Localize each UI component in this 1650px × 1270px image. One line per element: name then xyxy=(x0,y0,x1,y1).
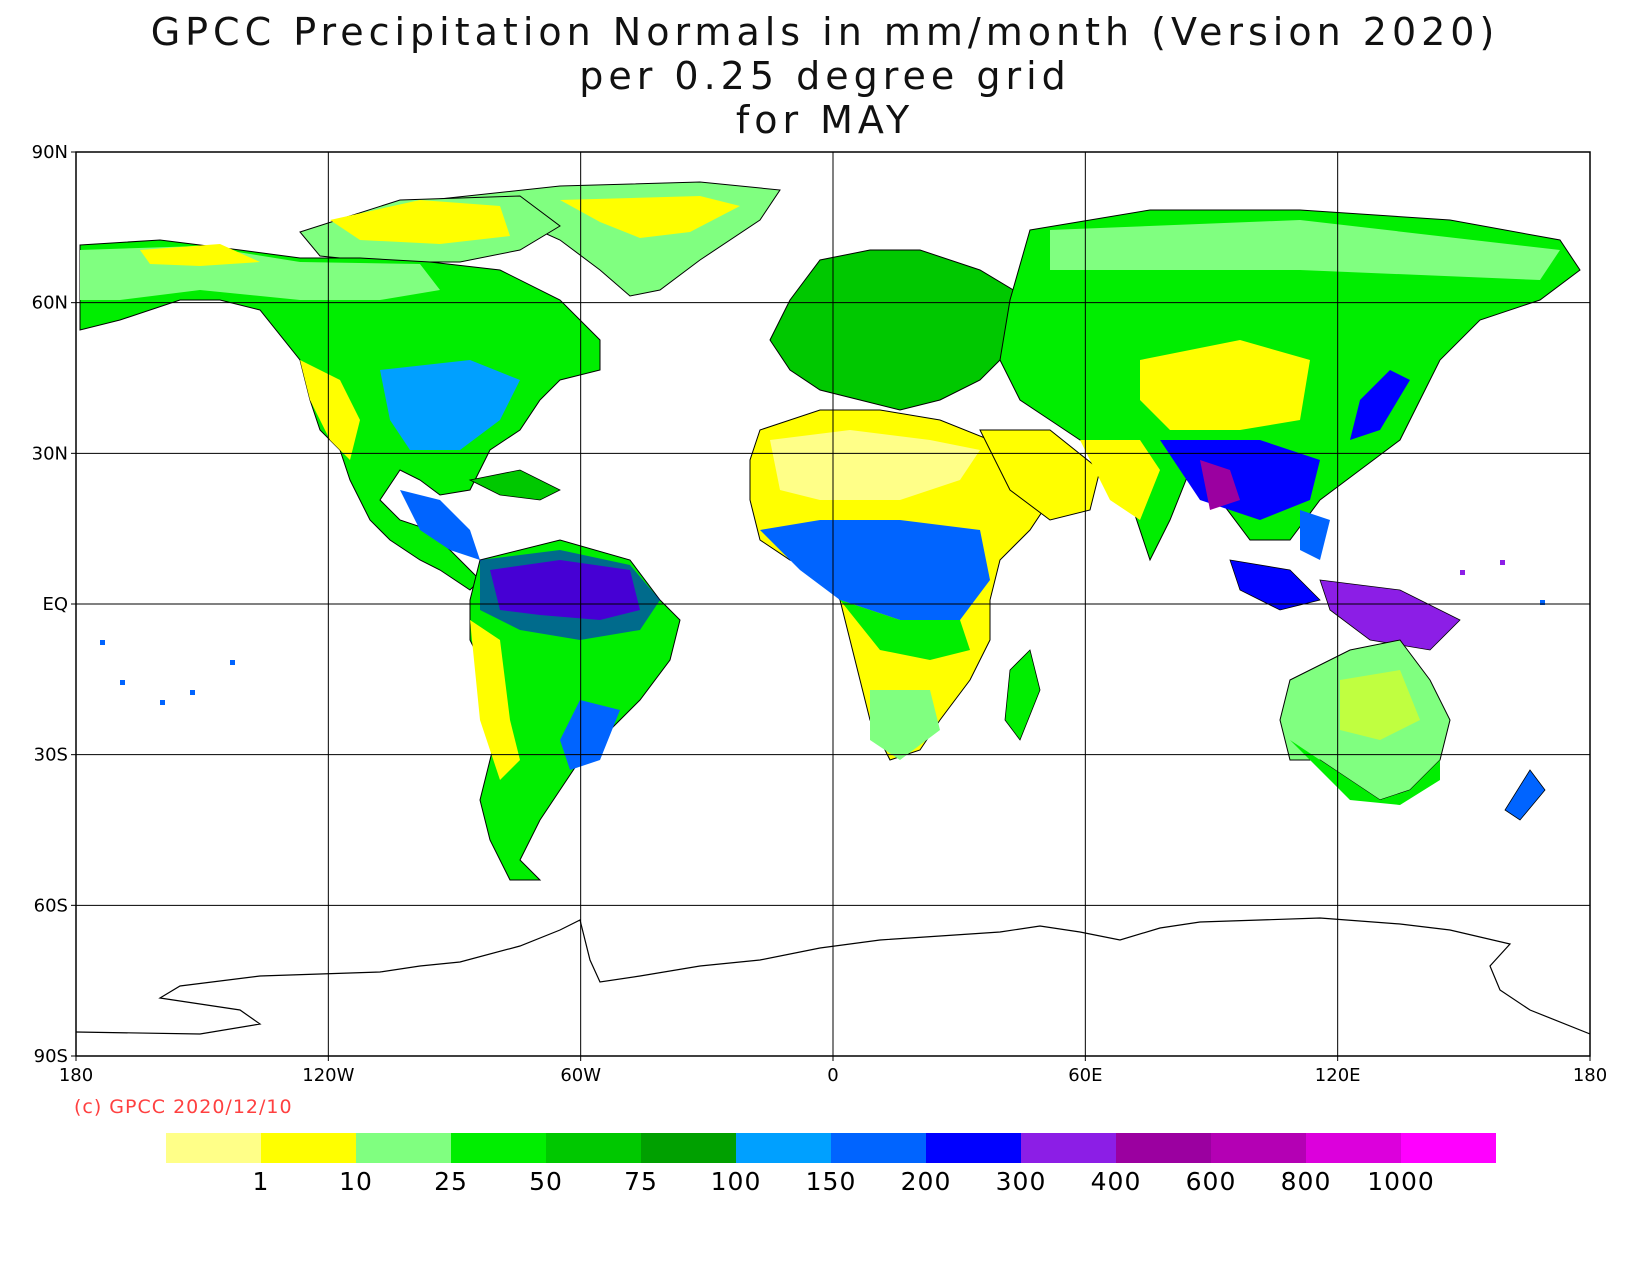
lon-tick-label: 60E xyxy=(1068,1065,1102,1086)
colorbar xyxy=(166,1133,1496,1163)
copyright-text: (c) GPCC 2020/12/10 xyxy=(74,1096,293,1118)
lon-tick-label: 120E xyxy=(1315,1065,1361,1086)
europe xyxy=(769,249,1031,411)
colorbar-swatch xyxy=(1116,1133,1211,1163)
colorbar-swatch xyxy=(546,1133,641,1163)
lat-tick-label: 30N xyxy=(32,443,68,464)
colorbar-swatch xyxy=(1401,1133,1496,1163)
colorbar-swatch xyxy=(451,1133,546,1163)
map-land-layer xyxy=(76,181,1590,1035)
colorbar-swatch xyxy=(261,1133,356,1163)
title-line-3: for MAY xyxy=(735,98,915,142)
colorbar-swatch xyxy=(641,1133,736,1163)
longitude-labels: 180 120W 60W 0 60E 120E 180 xyxy=(59,1056,1607,1086)
colorbar-label: 25 xyxy=(434,1167,468,1196)
colorbar-swatch xyxy=(166,1133,261,1163)
colorbar-swatch xyxy=(1306,1133,1401,1163)
colorbar-swatch xyxy=(736,1133,831,1163)
colorbar-label: 1000 xyxy=(1367,1167,1435,1196)
colorbar-label: 10 xyxy=(339,1167,373,1196)
colorbar-labels: 1 10 25 50 75 100 150 200 300 400 600 800 1000 xyxy=(0,1167,1650,1197)
colorbar-swatch xyxy=(1021,1133,1116,1163)
latitude-labels: 90N 60N 30N EQ 30S 60S 90S xyxy=(32,142,76,1067)
pacific-islands xyxy=(100,560,1545,705)
lat-tick-label: 30S xyxy=(34,745,68,766)
colorbar-label: 150 xyxy=(805,1167,857,1196)
lon-tick-label: 60W xyxy=(560,1065,601,1086)
graticule xyxy=(76,152,1590,1056)
title-line-2: per 0.25 degree grid xyxy=(579,54,1071,98)
colorbar-label: 300 xyxy=(995,1167,1047,1196)
colorbar-swatch xyxy=(831,1133,926,1163)
antarctica-outline xyxy=(76,917,1590,1035)
colorbar-label: 600 xyxy=(1185,1167,1237,1196)
colorbar-label: 800 xyxy=(1280,1167,1332,1196)
lat-tick-label: EQ xyxy=(42,594,68,615)
colorbar-swatch xyxy=(1211,1133,1306,1163)
title-line-1: GPCC Precipitation Normals in mm/month (… xyxy=(150,10,1500,54)
lon-tick-label: 180 xyxy=(59,1065,93,1086)
lon-tick-label: 180 xyxy=(1573,1065,1607,1086)
colorbar-label: 400 xyxy=(1090,1167,1142,1196)
colorbar-swatch xyxy=(926,1133,1021,1163)
lat-tick-label: 90S xyxy=(34,1046,68,1067)
colorbar-label: 100 xyxy=(710,1167,762,1196)
colorbar-label: 200 xyxy=(900,1167,952,1196)
lon-tick-label: 120W xyxy=(302,1065,354,1086)
colorbar-swatch xyxy=(356,1133,451,1163)
lat-tick-label: 60S xyxy=(34,895,68,916)
lon-tick-label: 0 xyxy=(827,1065,838,1086)
colorbar-label: 1 xyxy=(252,1167,270,1196)
colorbar-label: 75 xyxy=(624,1167,658,1196)
colorbar-label: 50 xyxy=(529,1167,563,1196)
lat-tick-label: 90N xyxy=(32,142,68,163)
lat-tick-label: 60N xyxy=(32,293,68,314)
